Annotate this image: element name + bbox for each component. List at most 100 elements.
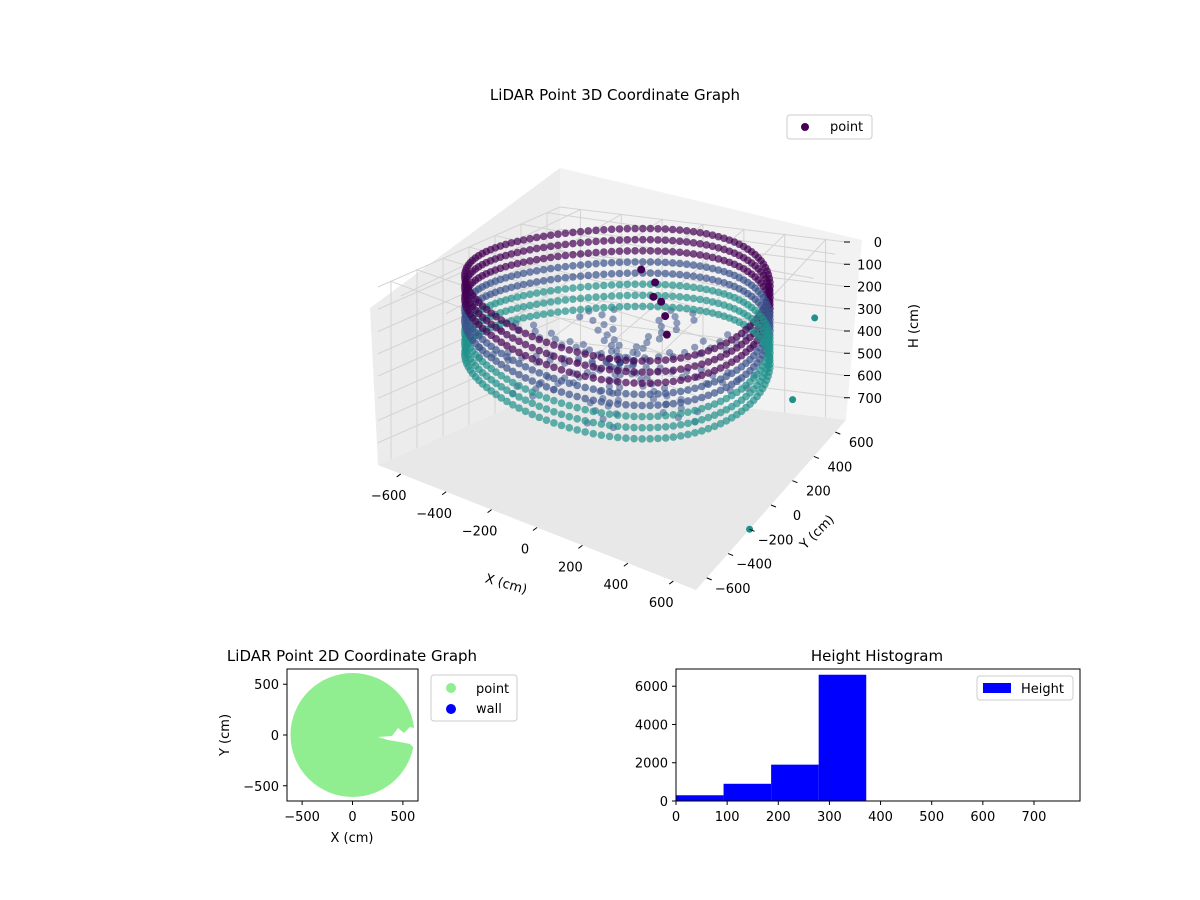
point-3d [637,265,646,274]
point-3d [661,258,670,267]
point-3d [607,258,616,267]
point-3d [565,390,574,399]
point-3d [542,416,551,425]
point-3d [519,302,528,311]
histogram-bar [771,764,819,801]
histogram-ticks: 0 100 200 300 400 500 600 700 0 2000 4000 6000 [635,680,1046,825]
point-3d [710,378,719,386]
point-3d [497,349,506,358]
legend-3d-box [786,114,873,140]
point-3d [691,343,699,351]
point-3d [646,423,654,432]
point-3d [557,377,566,385]
y-tick-3d [770,504,777,508]
point-3d [592,259,600,268]
point-3d [696,273,704,281]
point-3d [639,258,647,266]
point-3d [639,235,647,244]
point-3d [691,351,699,359]
point-3d [576,227,585,236]
grid-line-h [377,317,847,399]
point-3d [669,433,678,441]
point-3d [631,269,639,277]
plot-frame-hist [675,668,1081,802]
point-3d [684,419,692,428]
point-3d [609,315,617,323]
point-3d [554,308,562,316]
point-3d [569,295,577,303]
point-3d [689,272,698,280]
y-tick-label-3d: −600 [715,582,751,597]
point-3d [569,250,577,259]
point-3d [714,310,723,319]
chart-2d: LiDAR Point 2D Coordinate Graph −500 0 500… [218,647,518,846]
point-3d [638,357,646,365]
point-3d [622,367,630,376]
point-3d [597,375,606,384]
point-3d [623,236,632,244]
point-3d [668,247,677,256]
point-3d [696,306,704,315]
point-3d [528,388,537,396]
point-3d [654,258,662,266]
point-3d [565,357,574,365]
point-3d [668,292,677,301]
point-3d [581,350,589,358]
point-3d [515,393,523,401]
point-3d [631,235,639,244]
point-3d [539,288,548,296]
histogram-title: Height Histogram [811,647,943,665]
point-3d [651,278,660,287]
point-3d [689,261,698,269]
point-3d [661,411,670,420]
point-3d [554,263,562,272]
point-3d [631,280,639,289]
point-3d [697,393,706,402]
point-3d [603,331,611,339]
x-tick-label-hist: 100 [715,810,740,825]
point-3d [566,337,574,346]
point-3d [561,285,570,293]
point-3d [539,276,548,285]
point-3d [669,377,678,386]
point-3d [554,252,562,261]
point-3d [597,397,606,406]
point-3d [661,292,670,300]
point-3d [714,266,723,274]
point-3d [676,420,685,429]
point-3d [696,228,704,237]
point-3d [509,389,517,398]
point-3d [684,363,692,372]
point-3d [554,274,562,283]
point-3d [690,316,698,324]
point-3d [708,309,717,317]
point-3d [649,292,658,301]
point-3d [550,374,558,383]
point-3d [702,307,711,316]
z-tick-label-3d: 0 [874,236,882,251]
point-3d [702,285,711,294]
point-3d [592,304,600,312]
z-tick-label-3d: 700 [857,392,882,407]
point-3d [746,333,754,342]
histogram-bar [723,783,772,801]
point-3d [535,357,544,366]
point-3d [676,387,685,396]
point-3d [661,236,670,245]
point-3d [671,312,679,321]
point-3d [607,347,616,355]
point-3d [684,408,692,417]
point-3d [515,404,523,412]
point-3d [592,237,600,246]
point-3d [622,378,630,387]
point-3d [716,364,725,372]
point-3d [789,396,797,404]
point-3d [691,373,699,381]
point-3d [716,375,725,383]
point-3d [550,341,558,349]
point-3d [689,283,698,292]
point-3d [521,374,530,382]
point-3d [613,389,622,397]
point-3d [576,238,585,247]
point-3d [676,432,685,440]
